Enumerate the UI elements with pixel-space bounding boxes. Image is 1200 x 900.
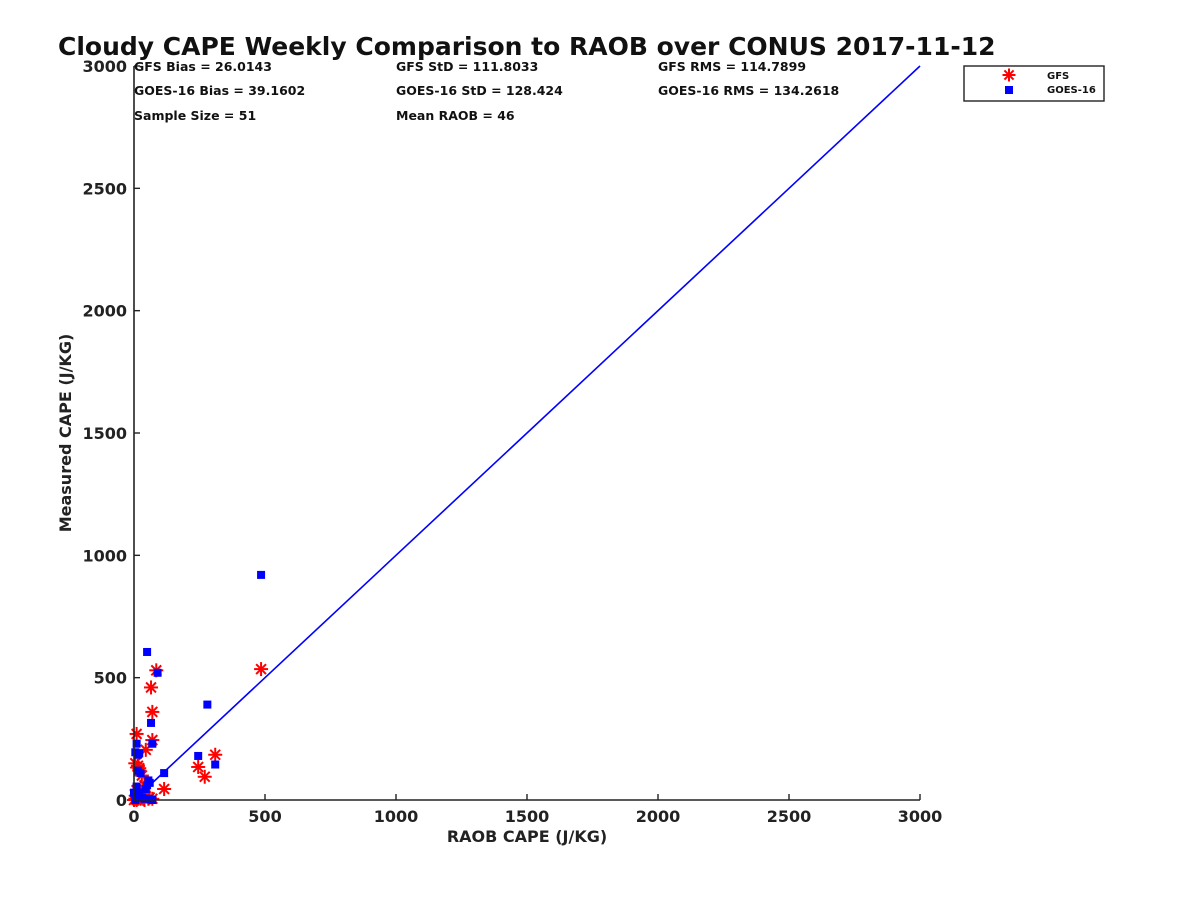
- legend-gfs-asterisk-icon: [1002, 68, 1016, 82]
- y-tick-label: 500: [94, 669, 127, 688]
- gfs-point: [157, 781, 172, 796]
- goes16-rms-stat: GOES-16 RMS = 134.2618: [658, 83, 839, 98]
- goes16-point: [147, 718, 156, 727]
- gfs-point: [208, 747, 223, 762]
- goes16-std-stat: GOES-16 StD = 128.424: [396, 83, 563, 98]
- goes16-point: [132, 782, 141, 791]
- legend-goes16-label: GOES-16: [1047, 85, 1096, 96]
- gfs-point: [197, 769, 212, 784]
- goes16-point: [194, 751, 203, 760]
- gfs-bias-stat: GFS Bias = 26.0143: [134, 59, 272, 74]
- mean-raob-stat: Mean RAOB = 46: [396, 108, 515, 123]
- goes16-point: [160, 769, 169, 778]
- x-tick-label: 1500: [505, 807, 550, 826]
- sample-size-stat: Sample Size = 51: [134, 108, 256, 123]
- legend-goes16-marker: [1005, 86, 1013, 94]
- legend-gfs-marker: [1002, 68, 1016, 82]
- x-tick-label: 500: [248, 807, 281, 826]
- goes16-point: [153, 668, 162, 677]
- goes16-bias-stat: GOES-16 Bias = 39.1602: [134, 83, 305, 98]
- goes16-point: [143, 647, 152, 656]
- y-tick-label: 3000: [82, 57, 127, 76]
- goes16-point: [211, 760, 220, 769]
- x-tick-label: 2000: [636, 807, 681, 826]
- y-tick-label: 1500: [82, 424, 127, 443]
- goes16-point: [132, 739, 141, 748]
- goes16-point: [203, 700, 212, 709]
- gfs-point: [129, 726, 144, 741]
- x-tick-label: 0: [128, 807, 139, 826]
- y-tick-label: 1000: [82, 546, 127, 565]
- goes16-point: [141, 784, 150, 793]
- gfs-rms-stat: GFS RMS = 114.7899: [658, 59, 806, 74]
- x-tick-label: 1000: [374, 807, 419, 826]
- goes16-point: [136, 769, 145, 778]
- legend-box: [963, 65, 1105, 102]
- goes16-point: [148, 739, 157, 748]
- legend: GFS GOES-16: [963, 65, 1105, 102]
- x-axis-ticks: 0 500 1000 1500 2000 2500 3000: [128, 794, 942, 826]
- gfs-std-stat: GFS StD = 111.8033: [396, 59, 538, 74]
- legend-goes16-square-icon: [1005, 86, 1013, 94]
- y-tick-label: 2500: [82, 179, 127, 198]
- goes16-point: [257, 570, 266, 579]
- goes16-point: [140, 794, 149, 803]
- goes16-point: [135, 749, 144, 758]
- one-to-one-reference-line: [133, 65, 921, 801]
- gfs-point: [145, 704, 160, 719]
- y-axis-ticks: 0 500 1000 1500 2000 2500 3000: [82, 57, 140, 810]
- x-tick-label: 3000: [898, 807, 943, 826]
- x-tick-label: 2500: [767, 807, 812, 826]
- y-tick-label: 0: [116, 791, 127, 810]
- x-axis-label: RAOB CAPE (J/KG): [447, 827, 607, 846]
- y-tick-label: 2000: [82, 302, 127, 321]
- chart-title: Cloudy CAPE Weekly Comparison to RAOB ov…: [58, 32, 996, 61]
- stats-block: GFS Bias = 26.0143 GFS StD = 111.8033 GF…: [134, 59, 839, 123]
- gfs-point: [254, 662, 269, 677]
- gfs-point: [191, 759, 206, 774]
- legend-gfs-label: GFS: [1047, 71, 1069, 82]
- y-axis-label: Measured CAPE (J/KG): [56, 334, 75, 533]
- gfs-point: [144, 680, 159, 695]
